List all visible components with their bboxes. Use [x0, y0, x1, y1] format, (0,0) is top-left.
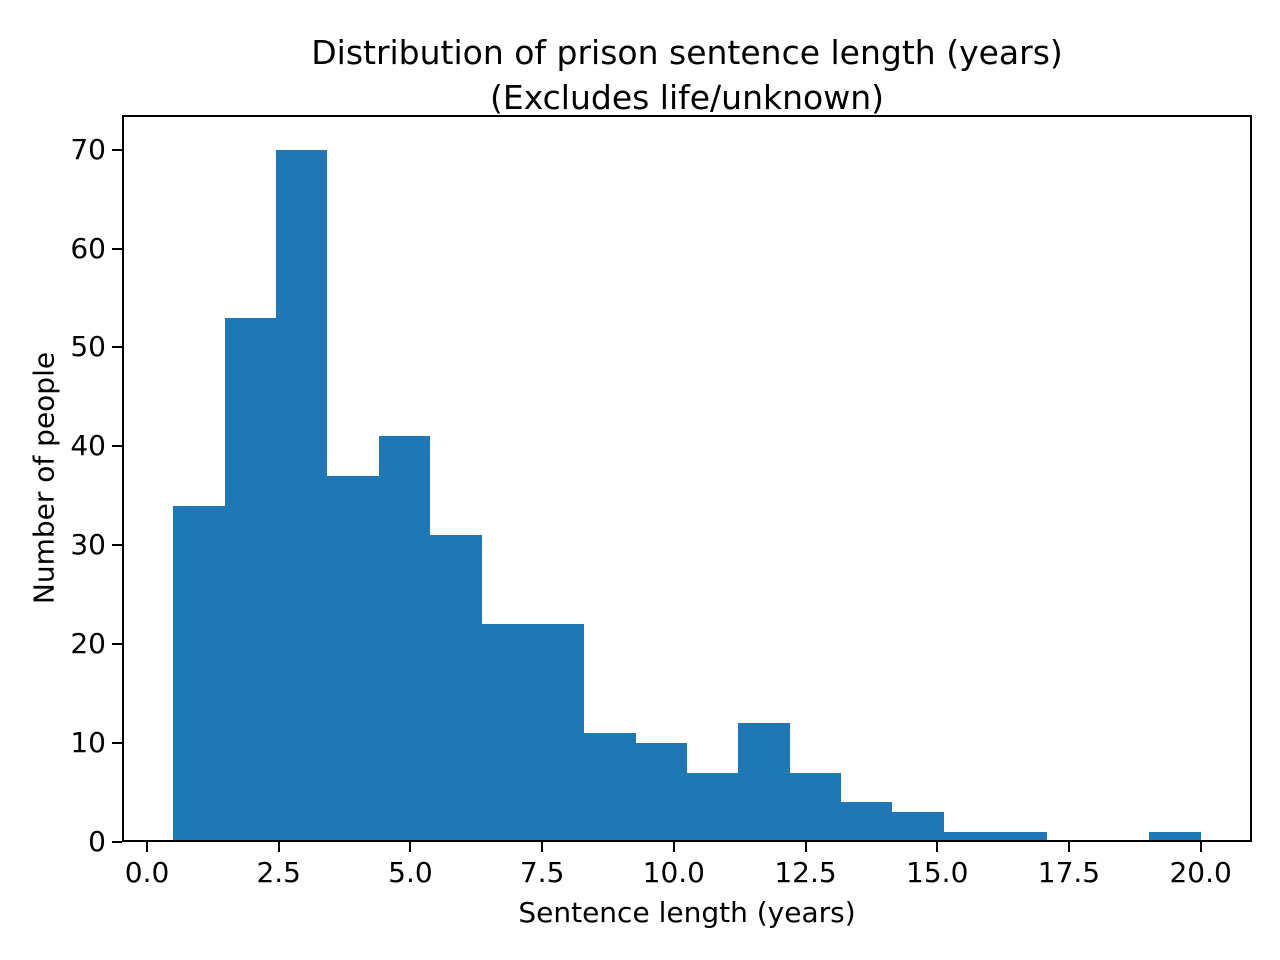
x-tick-label: 0.0	[124, 856, 170, 889]
histogram-bar	[481, 624, 533, 841]
x-tick-mark	[1067, 842, 1070, 852]
y-tick-label: 70	[70, 132, 106, 166]
histogram-bar	[841, 802, 893, 841]
histogram-bar	[276, 149, 328, 841]
histogram-bar	[173, 505, 225, 841]
y-tick-mark	[112, 148, 122, 151]
histogram-bar	[327, 476, 379, 841]
y-tick-label: 60	[70, 231, 106, 265]
y-tick-mark	[112, 544, 122, 547]
y-tick-mark	[112, 742, 122, 745]
y-tick-mark	[112, 346, 122, 349]
x-tick-label: 7.5	[519, 856, 565, 889]
y-tick-label: 0	[88, 825, 106, 858]
histogram-bar	[1149, 832, 1201, 841]
x-tick-mark	[277, 842, 280, 852]
x-tick-mark	[672, 842, 675, 852]
histogram-bar	[943, 832, 996, 841]
chart-title: Distribution of prison sentence length (…	[122, 30, 1252, 120]
x-tick-label: 17.5	[1037, 856, 1101, 889]
y-tick-label: 40	[70, 429, 106, 463]
y-tick-mark	[112, 445, 122, 448]
histogram-bar	[995, 832, 1047, 841]
x-tick-label: 10.0	[642, 856, 705, 889]
histogram-bar	[687, 772, 739, 841]
y-tick-label: 10	[70, 726, 106, 760]
y-tick-mark	[112, 643, 122, 646]
x-tick-mark	[804, 842, 807, 852]
histogram-bar	[635, 743, 687, 841]
y-tick-label: 50	[70, 330, 106, 364]
histogram-bar	[532, 624, 585, 841]
y-axis-label: Number of people	[27, 351, 61, 605]
x-tick-label: 20.0	[1169, 856, 1232, 889]
histogram-bar	[738, 723, 790, 841]
x-tick-label: 15.0	[906, 856, 969, 889]
x-axis-label: Sentence length (years)	[518, 896, 856, 929]
histogram-bar	[224, 317, 277, 841]
x-tick-label: 5.0	[388, 856, 433, 889]
x-tick-mark	[1199, 842, 1202, 852]
x-tick-label: 12.5	[774, 856, 837, 889]
histogram-bar	[789, 772, 842, 841]
y-tick-mark	[112, 247, 122, 250]
y-tick-label: 20	[70, 627, 106, 661]
chart-title-line-1: Distribution of prison sentence length (…	[311, 33, 1063, 72]
x-tick-mark	[409, 842, 412, 852]
x-tick-mark	[541, 842, 544, 852]
y-tick-mark	[112, 841, 122, 843]
x-tick-mark	[936, 842, 939, 852]
x-tick-label: 2.5	[256, 856, 301, 889]
chart-title-line-2: (Excludes life/unknown)	[489, 78, 885, 117]
histogram-bar	[430, 535, 482, 841]
histogram-bar	[584, 733, 636, 841]
histogram-bar	[378, 436, 431, 841]
y-tick-label: 30	[70, 528, 106, 562]
x-tick-mark	[146, 842, 149, 852]
histogram-bar	[892, 812, 944, 841]
